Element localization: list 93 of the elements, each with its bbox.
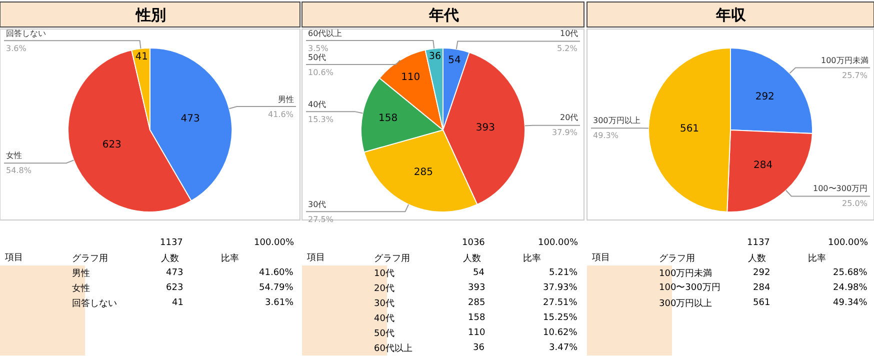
data-label: 393 [476, 122, 495, 134]
category-label: 60代以上 [374, 344, 412, 354]
text: 3.6% [6, 44, 27, 53]
text: 人数 [463, 253, 481, 264]
category-label: 女性 [72, 284, 90, 294]
data-label: 284 [753, 160, 773, 171]
text: 100.00% [254, 238, 294, 248]
chart-title: 性別 [135, 6, 166, 24]
text: 36 [473, 343, 485, 353]
text: 25.7% [842, 71, 868, 80]
text: 25.68% [833, 268, 868, 278]
data-label: 473 [180, 114, 200, 125]
text: 10.6% [308, 68, 334, 77]
text: 41.60% [259, 268, 294, 278]
text: 25.0% [842, 199, 868, 208]
text: 100.00% [538, 238, 578, 248]
chart-title: 年収 [715, 6, 747, 24]
text: 3.5% [308, 44, 329, 53]
slice-label: 100〜300万円 [813, 184, 868, 193]
text: 1036 [462, 238, 486, 248]
text: 3.47% [549, 343, 578, 353]
data-label: 54 [448, 54, 461, 66]
text: グラフ用 [659, 253, 695, 264]
data-label: 158 [378, 113, 398, 124]
category-label: 10代 [374, 269, 394, 279]
text: 284 [753, 283, 770, 293]
category-label: 20代 [374, 284, 394, 294]
data-label: 623 [102, 140, 122, 151]
slice-label: 60代以上 [308, 29, 342, 38]
slice-label: 20代 [560, 113, 578, 122]
category-label: 50代 [374, 329, 394, 339]
slice-label: 300万円以上 [593, 116, 640, 125]
slice-label: 40代 [308, 100, 326, 109]
text: 比率 [523, 253, 541, 264]
text: 285 [468, 298, 486, 308]
text: 473 [166, 268, 184, 278]
text: 15.25% [543, 313, 578, 323]
text: 561 [753, 298, 770, 308]
text: 5.2% [557, 44, 578, 53]
text: 1137 [747, 238, 770, 248]
slice-label: 30代 [308, 200, 326, 209]
slice-label: 男性 [278, 95, 294, 104]
text: 41 [172, 298, 184, 308]
text: 項目 [5, 253, 23, 263]
text: 人数 [748, 253, 766, 264]
text: 49.34% [833, 298, 868, 308]
text: 項目 [307, 253, 325, 263]
text: 54.8% [6, 166, 32, 175]
text: 158 [468, 313, 486, 323]
text: 比率 [221, 253, 239, 264]
slice-label: 女性 [6, 151, 22, 160]
category-label: 男性 [72, 269, 90, 279]
category-label: 回答しない [72, 299, 117, 309]
text: 393 [468, 283, 486, 293]
slice-label: 10代 [560, 29, 578, 38]
chart-title: 年代 [428, 6, 459, 24]
text: 人数 [161, 253, 179, 264]
slice-label: 回答しない [6, 29, 46, 38]
category-label: 300万円以上 [659, 299, 712, 309]
text: 27.5% [308, 215, 334, 224]
text: 37.9% [552, 128, 578, 137]
text: 292 [753, 268, 770, 278]
slice-label: 100〜300万円 [659, 283, 720, 293]
category-label: 40代 [374, 314, 394, 324]
data-label: 110 [401, 72, 420, 83]
text: 37.93% [543, 283, 578, 293]
category-label: 100万円未満 [659, 269, 712, 279]
text: 1137 [160, 238, 183, 248]
data-label: 561 [680, 124, 700, 135]
slice-label: 50代 [308, 53, 326, 62]
text: 比率 [808, 253, 826, 264]
text: 110 [468, 328, 486, 338]
data-label: 292 [755, 92, 774, 103]
text: 15.3% [308, 115, 334, 124]
text: 49.3% [593, 131, 619, 140]
text: 100.00% [828, 238, 868, 248]
text: 27.51% [543, 298, 578, 308]
text: 54 [473, 268, 485, 278]
text: グラフ用 [374, 253, 410, 264]
text: 項目 [592, 253, 610, 263]
text: 41.6% [268, 110, 294, 119]
slice-label: 100万円未満 [821, 56, 868, 65]
data-label: 36 [428, 50, 442, 62]
text: グラフ用 [72, 253, 108, 264]
text: 623 [166, 283, 184, 293]
text: 54.79% [259, 283, 294, 293]
text: 24.98% [833, 283, 868, 293]
category-label: 30代 [374, 299, 394, 309]
text: 3.61% [265, 298, 294, 308]
data-label: 285 [414, 166, 433, 178]
text: 5.21% [549, 268, 578, 278]
text: 10.62% [543, 328, 578, 338]
data-label: 41 [135, 51, 148, 62]
